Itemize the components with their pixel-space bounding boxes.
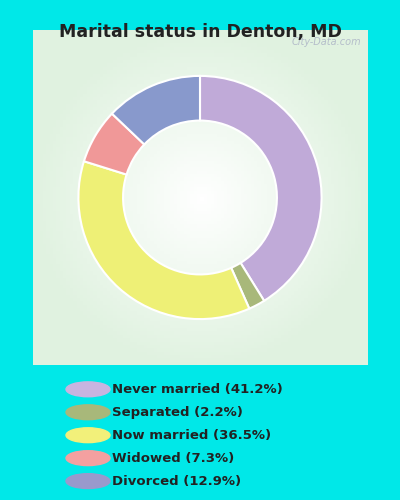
Text: Divorced (12.9%): Divorced (12.9%) [112,474,241,488]
Text: Widowed (7.3%): Widowed (7.3%) [112,452,234,464]
Wedge shape [200,76,322,301]
Circle shape [66,405,110,419]
Circle shape [66,450,110,466]
Circle shape [66,428,110,442]
Wedge shape [231,263,264,308]
Text: City-Data.com: City-Data.com [291,36,361,46]
Wedge shape [112,76,200,144]
Circle shape [66,382,110,396]
Text: Separated (2.2%): Separated (2.2%) [112,406,243,419]
Text: Never married (41.2%): Never married (41.2%) [112,383,283,396]
Text: Now married (36.5%): Now married (36.5%) [112,428,271,442]
Wedge shape [78,161,249,319]
Text: Marital status in Denton, MD: Marital status in Denton, MD [58,22,342,40]
Wedge shape [84,114,144,174]
Circle shape [66,474,110,488]
